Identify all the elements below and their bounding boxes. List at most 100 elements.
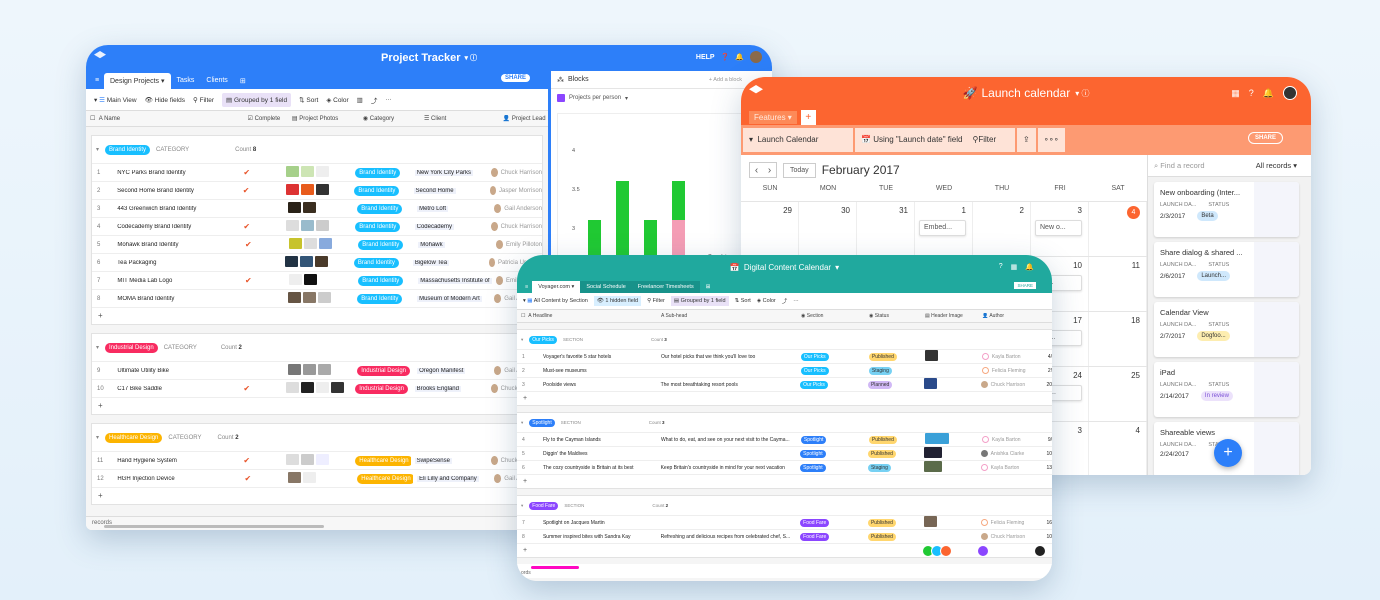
more-button[interactable]: ··· (793, 298, 799, 304)
tab-freelancer-timesheets[interactable]: Freelancer Timesheets (631, 281, 700, 293)
help-icon[interactable]: ? (998, 263, 1003, 270)
calendar-day[interactable]: 25 (1089, 367, 1147, 421)
record-card[interactable]: New onboarding (Inter... LAUNCH DA... STA… (1154, 182, 1299, 237)
calendar-day[interactable]: 3 New o... (1031, 202, 1089, 256)
tab-voyager[interactable]: Voyager.com ▾ (532, 281, 581, 293)
more-button[interactable]: ··· (385, 96, 392, 103)
today-button[interactable]: Today (783, 162, 816, 178)
group-header[interactable]: ▾ Industrial Design CATEGORY Count 2 (92, 334, 542, 362)
calendar-event[interactable]: New o... (1035, 220, 1082, 236)
filter-button[interactable]: ⚲ Filter (647, 298, 665, 304)
chevron-down-icon[interactable]: ▾ (835, 262, 840, 272)
column-header-headline[interactable]: ☐ A Headline (521, 313, 553, 319)
table-row[interactable]: 5 Mohawk Brand Identity ✔ Brand Identity Moh… (92, 236, 542, 254)
base-title[interactable]: Digital Content Calendar (743, 262, 832, 272)
column-header-name[interactable]: ☐ A Name (90, 116, 121, 122)
share-view-icon[interactable]: ⤴ (781, 299, 788, 305)
menu-icon[interactable]: ≡ (94, 76, 100, 84)
tab-tasks[interactable]: Tasks (176, 77, 195, 84)
horizontal-scrollbar[interactable] (104, 525, 324, 528)
table-row[interactable]: 1 Voyager's favorite 5 star hotels Our hot… (517, 350, 1052, 364)
table-row[interactable]: 6 Tea Packaging Brand Identity Bigelow Tea P… (92, 254, 542, 272)
add-record-button[interactable]: + (523, 478, 528, 485)
calendar-day[interactable]: 30 (799, 202, 857, 256)
help-icon[interactable]: ❓ (720, 54, 730, 61)
column-header-image[interactable]: ▤ Header Image (925, 313, 963, 319)
add-record-button[interactable]: + (98, 311, 103, 320)
row-height-icon[interactable]: ▥ (356, 96, 363, 104)
view-switcher[interactable]: ▾ ▦ All Content by Section (523, 298, 588, 304)
table-row[interactable]: 11 Hand Hygiene System ✔ Healthcare Design S… (92, 452, 542, 470)
filter-button[interactable]: ⚲ Filter (193, 96, 215, 104)
group-header[interactable]: ▾ Brand Identity CATEGORY Count 8 (92, 136, 542, 164)
column-header-status[interactable]: ◉ Status (869, 313, 889, 319)
chevron-down-icon[interactable]: ▾ ⓘ (1075, 88, 1090, 98)
group-header[interactable]: ▾ Food Fare SECTION Count 2 (517, 496, 1052, 516)
group-button[interactable]: ▤ Grouped by 1 field (670, 296, 729, 306)
table-row[interactable]: 5 Diggin' the Maldives Spotlight Published A… (517, 447, 1052, 461)
base-title[interactable]: Project Tracker (381, 52, 461, 64)
table-row[interactable]: 8 Summer inspired bites with Sandra Kay Re… (517, 530, 1052, 544)
table-row[interactable]: 4 Fly to the Cayman Islands What to do, ea… (517, 433, 1052, 447)
table-row[interactable]: 2 Must-see museums Our Picks Staging Felicia… (517, 364, 1052, 378)
column-header-complete[interactable]: ☑ Complete (247, 116, 281, 122)
share-button[interactable]: SHARE (1247, 132, 1283, 144)
tab-social-schedule[interactable]: Social Schedule (580, 281, 632, 293)
add-record-button[interactable]: + (98, 401, 103, 410)
table-row[interactable]: 8 MOMA Brand Identity Brand Identity Museum… (92, 290, 542, 308)
bell-icon[interactable]: 🔔 (1025, 264, 1034, 271)
add-record-fab[interactable]: + (1214, 439, 1242, 467)
table-row[interactable]: 2 Second Home Brand Identity ✔ Brand Identi… (92, 182, 542, 200)
add-record-button[interactable]: + (523, 395, 528, 402)
help-button[interactable]: HELP (695, 53, 715, 61)
tab-features[interactable]: Features ▾ (749, 110, 797, 124)
column-header-subhead[interactable]: A Sub-head (661, 313, 688, 319)
record-card[interactable]: Share dialog & shared ... LAUNCH DA... ST… (1154, 242, 1299, 297)
add-table-button[interactable]: + (800, 109, 816, 125)
table-row[interactable]: 1 NYC Parks Brand Identity ✔ Brand Identity… (92, 164, 542, 182)
calendar-day[interactable]: 11 (1089, 257, 1147, 311)
collapse-icon[interactable]: ▾ (96, 435, 100, 441)
collaborator-icon[interactable] (977, 545, 989, 557)
table-row[interactable]: 3 443 Greenwich Brand Identity Brand Ident… (92, 200, 542, 218)
chevron-down-icon[interactable]: ▾ ⓘ (464, 55, 477, 62)
share-view-icon[interactable]: ⇪ (1017, 128, 1036, 152)
add-record-button[interactable]: + (523, 547, 528, 554)
base-title[interactable]: Launch calendar (981, 86, 1071, 100)
view-switcher[interactable]: ▾ ☰ Main View (94, 96, 137, 104)
collapse-icon[interactable]: ▾ (96, 147, 100, 153)
calendar-day[interactable]: 18 (1089, 312, 1147, 366)
column-header-photos[interactable]: ▤ Project Photos (291, 116, 339, 122)
calendar-day[interactable]: 3 (1031, 422, 1089, 475)
column-header-author[interactable]: 👤 Author (982, 313, 1005, 319)
date-field-button[interactable]: 📅 Using "Launch date" field ⚲Filter (855, 128, 1015, 152)
calendar-day[interactable]: 29 (741, 202, 799, 256)
add-table-icon[interactable]: ⊞ (705, 284, 711, 290)
help-icon[interactable]: ? (1248, 88, 1254, 98)
calendar-event[interactable]: Embed... (919, 220, 966, 236)
calendar-day[interactable]: 2 (973, 202, 1031, 256)
tab-design-projects[interactable]: Design Projects ▾ (104, 73, 171, 89)
calendar-day-today[interactable]: 4 (1089, 202, 1147, 256)
table-row[interactable]: 10 C17 Bike Saddle ✔ Industrial Design Brook… (92, 380, 542, 398)
hide-fields-button[interactable]: 👁 Hide fields (144, 96, 186, 104)
bell-icon[interactable]: 🔔 (1262, 87, 1274, 98)
add-record-button[interactable]: + (98, 491, 103, 500)
avatar[interactable] (1283, 86, 1297, 100)
menu-icon[interactable]: ≡ (525, 284, 529, 290)
sort-button[interactable]: ⇅ Sort (299, 96, 319, 104)
record-card[interactable]: Calendar View LAUNCH DA... STATUS 2/7/201… (1154, 302, 1299, 357)
collaborator-icon[interactable] (1034, 545, 1046, 557)
apps-grid-icon[interactable]: ▦ (1231, 87, 1240, 98)
tab-clients[interactable]: Clients (206, 77, 228, 84)
column-header-category[interactable]: ◉ Category (362, 116, 395, 122)
chart-block-header[interactable]: Projects per person ▾ (551, 89, 772, 107)
share-view-icon[interactable]: ⤴ (370, 97, 378, 105)
share-button[interactable]: SHARE (1014, 282, 1036, 289)
month-nav[interactable]: ‹ › (749, 162, 777, 178)
table-row[interactable]: 4 Codecademy Brand Identity ✔ Brand Identit… (92, 218, 542, 236)
search-input[interactable]: ⌕ Find a record (1154, 160, 1205, 170)
calendar-day[interactable]: 31 (857, 202, 915, 256)
group-header[interactable]: ▾ Healthcare Design CATEGORY Count 2 (92, 424, 542, 452)
records-filter-select[interactable]: All records ▾ (1255, 161, 1297, 170)
